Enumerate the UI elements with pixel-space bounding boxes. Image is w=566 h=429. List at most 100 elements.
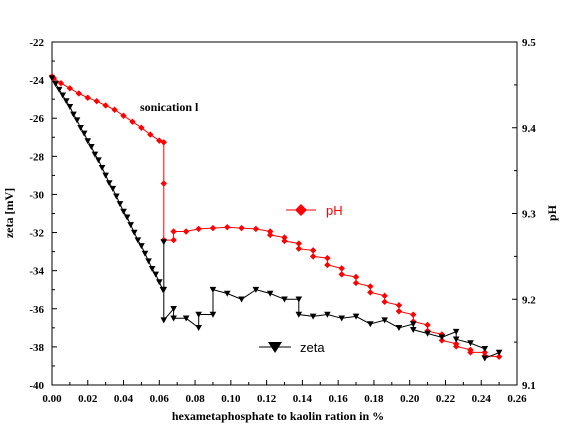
pH-point: [410, 311, 417, 318]
zeta-point: [481, 345, 489, 352]
zeta-point: [309, 313, 317, 320]
pH-point: [452, 343, 460, 350]
zeta-point: [120, 208, 127, 215]
zeta-point: [88, 144, 95, 151]
pH-point: [481, 349, 489, 356]
pH-point: [66, 85, 74, 92]
zeta-line: [51, 77, 500, 360]
zeta-point: [281, 296, 288, 303]
legend-item-ph: pH: [286, 203, 343, 218]
zeta-point: [467, 340, 474, 347]
pH-point: [120, 112, 127, 119]
zeta-point: [105, 180, 113, 187]
pH-point: [266, 228, 274, 235]
zeta-point: [338, 315, 346, 322]
pH-point: [352, 279, 360, 287]
pH-point: [467, 349, 474, 356]
zeta-point: [80, 130, 88, 137]
zeta-point: [59, 92, 67, 99]
legend-label-ph: pH: [326, 203, 343, 218]
pH-point: [129, 118, 136, 125]
zeta-point: [66, 103, 74, 110]
x-tick-label: 0.12: [257, 393, 277, 405]
pH-point: [209, 224, 217, 232]
pH-point: [424, 321, 431, 329]
zeta-point: [266, 290, 274, 297]
pH-point: [295, 245, 303, 252]
pH-point: [281, 234, 288, 241]
zeta-point: [495, 349, 503, 356]
zeta-point: [113, 193, 120, 200]
legend-item-zeta: zeta: [259, 340, 325, 355]
pH-point: [324, 254, 331, 262]
zeta-point: [452, 328, 460, 335]
y-left-tick-label: -26: [29, 113, 44, 125]
zeta-point: [195, 311, 202, 318]
zeta-point: [145, 258, 152, 265]
pH-point: [57, 79, 65, 87]
y-left-tick-label: -30: [29, 189, 44, 201]
zeta-point: [160, 239, 168, 246]
zeta-point: [395, 325, 403, 332]
pH-point: [182, 228, 190, 235]
pH-point: [102, 102, 109, 109]
zeta-point: [84, 138, 92, 145]
x-tick-label: 0.00: [42, 393, 62, 405]
pH-point: [367, 283, 374, 290]
zeta-point: [102, 172, 109, 179]
y-left-tick-label: -28: [29, 151, 44, 163]
zeta-point: [209, 286, 217, 293]
zeta-point: [409, 321, 417, 328]
y-axis-label-right: pH: [545, 204, 559, 221]
zeta-point: [170, 315, 177, 322]
pH-point: [75, 90, 83, 97]
pH-point: [224, 224, 231, 231]
zeta-point: [381, 317, 388, 324]
y-left-tick-label: -36: [29, 304, 44, 316]
x-tick-label: 0.20: [400, 393, 420, 405]
zeta-point: [73, 117, 81, 124]
pH-point: [324, 261, 331, 269]
zeta-point: [238, 296, 245, 303]
y-left-tick-label: -38: [29, 342, 44, 354]
zeta-point: [52, 81, 59, 88]
y-left-tick-label: -34: [29, 266, 44, 278]
legend-label-zeta: zeta: [300, 340, 325, 355]
pH-point: [138, 124, 145, 131]
y-right-tick-label: 9.2: [522, 294, 536, 306]
y-left-tick-label: -32: [29, 228, 44, 240]
pH-point: [93, 97, 100, 105]
x-tick-label: 0.22: [436, 393, 456, 405]
zeta-point: [160, 317, 168, 324]
zeta-point: [195, 325, 202, 332]
pH-point: [352, 273, 360, 281]
zeta-point: [127, 222, 134, 229]
zeta-point: [63, 98, 70, 105]
y-left-tick-label: -22: [29, 37, 44, 49]
zeta-point: [182, 315, 190, 322]
zeta-point: [48, 75, 56, 82]
y-left-tick-label: -40: [29, 380, 44, 392]
pH-point: [252, 225, 260, 233]
x-tick-label: 0.08: [185, 393, 205, 405]
pH-point: [170, 236, 177, 244]
zeta-point: [109, 185, 117, 192]
legend-diamond-marker: [295, 204, 307, 216]
x-tick-label: 0.06: [150, 393, 170, 405]
zeta-point: [352, 313, 360, 320]
x-axis-label: hexametaphosphate to kaolin ration in %: [172, 409, 384, 423]
markers: [48, 73, 503, 362]
pH-point: [381, 298, 388, 306]
zeta-point: [134, 237, 142, 244]
zeta-point: [55, 86, 63, 93]
x-tick-label: 0.24: [472, 393, 492, 405]
pH-point: [309, 247, 317, 254]
y-right-tick-label: 9.3: [522, 209, 536, 221]
y-right-tick-label: 9.1: [522, 380, 536, 392]
pH-point: [281, 237, 288, 245]
pH-point: [170, 228, 177, 235]
pH-point: [84, 94, 91, 101]
zeta-point: [77, 124, 84, 131]
zeta-point: [209, 311, 217, 318]
